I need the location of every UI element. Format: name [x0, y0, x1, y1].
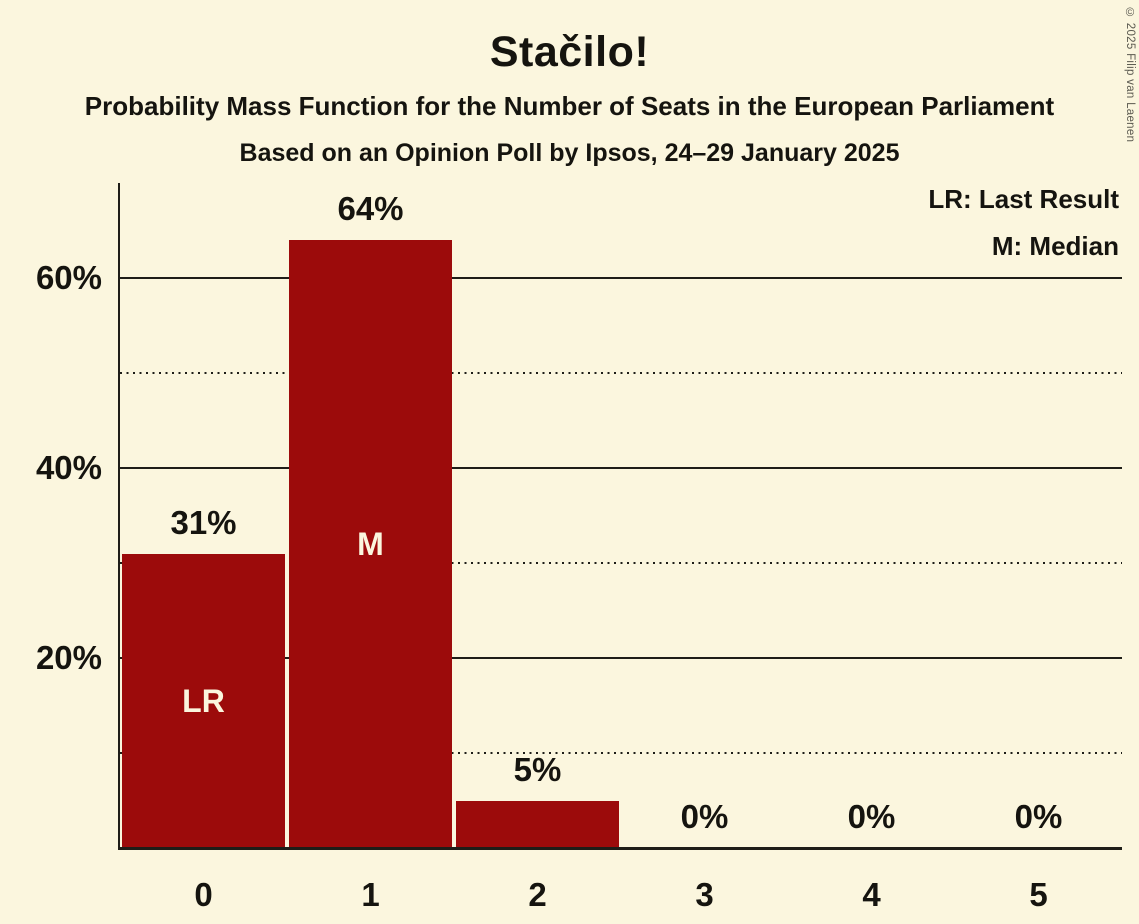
x-tick-label-5: 5	[1029, 876, 1048, 913]
gridline-dotted-50pct	[120, 372, 1122, 374]
y-tick-label-60: 60%	[35, 259, 102, 296]
gridline-solid-40pct	[120, 467, 1122, 469]
legend-last-result: LR: Last Result	[928, 184, 1119, 214]
gridline-dotted-30pct	[120, 562, 1122, 564]
bar-seats-1	[288, 240, 452, 849]
chart-poll-source: Based on an Opinion Poll by Ipsos, 24–29…	[239, 139, 900, 167]
chart-title: Stačilo!	[489, 28, 650, 76]
y-tick-label-40: 40%	[35, 449, 102, 486]
bar-annotation-lr: LR	[182, 682, 225, 719]
bar-value-label-3: 0%	[680, 798, 729, 835]
bar-annotation-m: M	[357, 526, 384, 562]
gridline-dotted-10pct	[120, 752, 1122, 754]
bar-value-label-4: 0%	[847, 798, 896, 835]
bar-seats-0	[121, 553, 285, 849]
x-tick-label-3: 3	[695, 876, 714, 913]
y-axis-line	[117, 183, 120, 849]
bar-value-label-2: 5%	[513, 750, 562, 788]
x-tick-label-1: 1	[361, 876, 380, 913]
bar-value-label-1: 64%	[337, 190, 404, 227]
legend-median: M: Median	[991, 231, 1119, 261]
gridline-solid-20pct	[120, 657, 1122, 659]
gridline-solid-60pct	[120, 277, 1122, 279]
chart-subtitle: Probability Mass Function for the Number…	[84, 91, 1055, 121]
bar-value-label-0: 31%	[170, 503, 237, 541]
bar-value-label-5: 0%	[1014, 798, 1063, 835]
copyright-notice: © 2025 Filip van Laenen	[1124, 7, 1136, 143]
x-axis-line	[117, 847, 1122, 850]
x-tick-label-4: 4	[862, 876, 881, 913]
y-tick-label-20: 20%	[35, 639, 102, 676]
bar-seats-2	[455, 800, 619, 849]
x-tick-label-0: 0	[194, 876, 213, 913]
x-tick-label-2: 2	[528, 876, 547, 913]
